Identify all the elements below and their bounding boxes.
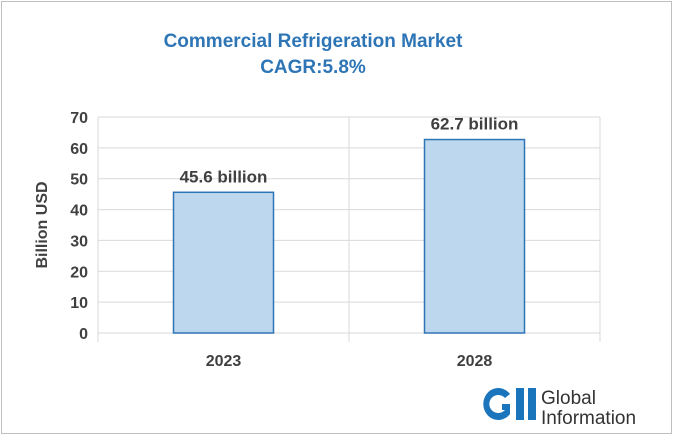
y-tick-label: 40 bbox=[70, 203, 88, 220]
gii-logo-line2: Information bbox=[541, 408, 636, 429]
chart-frame: Commercial Refrigeration Market CAGR:5.8… bbox=[1, 1, 672, 434]
data-label-2028: 62.7 billion bbox=[431, 115, 519, 134]
chart-title: Commercial Refrigeration Market bbox=[164, 31, 463, 52]
gii-logo-bar-1 bbox=[516, 388, 524, 420]
y-tick-label: 50 bbox=[70, 172, 88, 189]
gii-logo-mark bbox=[483, 388, 536, 420]
x-category-label: 2023 bbox=[206, 353, 242, 370]
data-label-2023: 45.6 billion bbox=[180, 167, 268, 186]
x-axis-categories: 2023 2028 bbox=[206, 353, 493, 370]
gii-logo-bar-2 bbox=[528, 388, 536, 420]
y-tick-label: 70 bbox=[70, 110, 88, 127]
y-tick-label: 30 bbox=[70, 233, 88, 250]
y-tick-label: 20 bbox=[70, 264, 88, 281]
y-tick-label: 0 bbox=[79, 326, 88, 343]
y-axis-ticks: 0 10 20 30 40 50 60 70 bbox=[70, 110, 88, 343]
y-tick-label: 60 bbox=[70, 141, 88, 158]
y-tick-label: 10 bbox=[70, 295, 88, 312]
bar-chart: Commercial Refrigeration Market CAGR:5.8… bbox=[34, 31, 636, 429]
bar-2023 bbox=[172, 191, 275, 334]
chart-subtitle: CAGR:5.8% bbox=[260, 57, 366, 78]
gii-logo-g-shape bbox=[483, 388, 510, 420]
bars: 45.6 billion 62.7 billion bbox=[172, 115, 526, 334]
bar-2028 bbox=[423, 138, 526, 334]
y-axis-label: Billion USD bbox=[34, 181, 51, 268]
gii-logo-line1: Global bbox=[541, 388, 596, 409]
gii-logo: Global Information bbox=[483, 388, 636, 429]
x-category-label: 2028 bbox=[457, 353, 493, 370]
